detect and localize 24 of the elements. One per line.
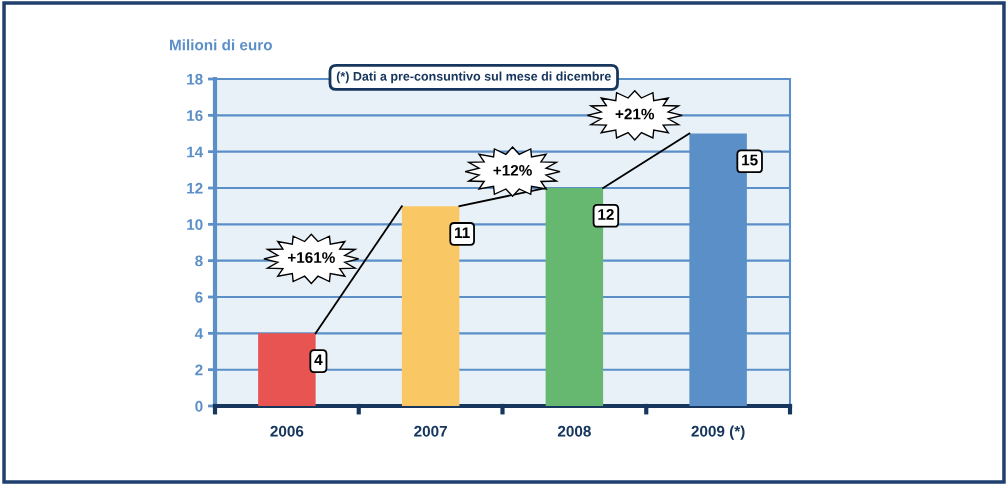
annotation: +12% <box>493 164 532 176</box>
y-tick-label: 6 <box>195 291 203 303</box>
y-tick-label: 2 <box>195 364 203 376</box>
y-tick-label: 8 <box>195 255 203 267</box>
x-tick-label: 2008 <box>557 425 591 437</box>
x-tick-label: 2006 <box>270 425 304 437</box>
y-axis-title: Milioni di euro <box>170 39 272 51</box>
data-label: 4 <box>314 354 323 366</box>
y-tick-label: 18 <box>187 73 203 85</box>
annotation: +161% <box>287 252 335 263</box>
y-tick-label: 10 <box>187 219 203 231</box>
data-label: 11 <box>455 227 470 238</box>
y-tick-label: 4 <box>194 328 204 339</box>
data-label: 15 <box>742 154 758 166</box>
annotation: +21% <box>615 108 655 120</box>
y-tick-label: 12 <box>187 182 203 194</box>
y-tick-label: 14 <box>187 146 204 158</box>
x-tick-label: 2009 (*) <box>691 425 745 440</box>
x-tick-label: 2007 <box>414 425 447 437</box>
y-tick-label: 16 <box>187 110 203 122</box>
data-label: 12 <box>598 209 614 220</box>
bar <box>258 333 316 406</box>
y-tick-label: 0 <box>195 400 203 412</box>
annotation: (*) Dati a pre-consuntivo sul mese di dicembre <box>336 71 611 84</box>
